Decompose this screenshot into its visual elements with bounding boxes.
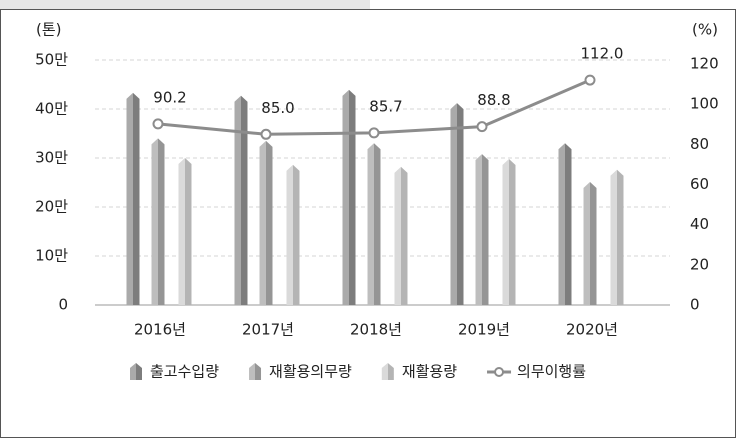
y2-tick-label: 120	[690, 55, 719, 73]
legend-label: 의무이행률	[517, 363, 586, 381]
legend-swatch-shade	[249, 363, 262, 380]
data-label: 88.8	[477, 91, 510, 109]
y2-axis-label: (%)	[692, 21, 718, 39]
bar-shade	[610, 169, 624, 305]
y-axis-label: (톤)	[36, 21, 62, 39]
legend-label: 재활용의무량	[269, 363, 352, 381]
line-marker	[368, 127, 380, 139]
x-tick-label: 2018년	[350, 321, 402, 339]
y-tick-label: 30만	[35, 149, 68, 167]
bar-shade	[178, 158, 192, 305]
y-tick-label: 50만	[35, 51, 68, 69]
data-label: 85.0	[261, 99, 294, 117]
line-marker	[152, 118, 164, 130]
y-tick-label: 20만	[35, 198, 68, 216]
x-tick-label: 2020년	[566, 321, 618, 339]
bar-shade	[394, 166, 408, 305]
data-label: 112.0	[581, 45, 624, 63]
legend-label: 출고수입량	[150, 363, 219, 381]
legend-swatch-shade	[130, 363, 142, 380]
bar-shade	[342, 89, 356, 305]
bar-shade	[126, 92, 140, 305]
bar-shade	[450, 103, 464, 306]
y-tick-label: 40만	[35, 100, 68, 118]
y2-tick-label: 100	[690, 95, 719, 113]
legend-swatch-shade	[381, 363, 394, 380]
bar-shade	[367, 143, 381, 305]
y2-tick-label: 80	[690, 135, 709, 153]
bar-shade	[234, 95, 248, 306]
header-strip	[0, 0, 370, 9]
bar-shade	[583, 182, 597, 305]
line-marker	[476, 121, 488, 133]
bar-shade	[286, 164, 300, 305]
x-tick-label: 2017년	[242, 321, 294, 339]
legend: 출고수입량 재활용의무량 재활용량 의무이행률	[130, 363, 586, 381]
y-tick-label: 10만	[35, 247, 68, 265]
bar-shade	[558, 143, 572, 305]
data-label: 90.2	[153, 88, 186, 106]
y2-tick-label: 60	[690, 175, 709, 193]
y2-tick-label: 40	[690, 215, 709, 233]
bar-shade	[151, 138, 165, 305]
x-tick-label: 2019년	[458, 321, 510, 339]
bar-shade	[475, 154, 489, 305]
line-marker	[584, 74, 596, 86]
y2-tick-label: 20	[690, 255, 709, 273]
legend-label: 재활용량	[402, 363, 457, 381]
y-tick-label: 0	[58, 296, 68, 314]
line-marker	[260, 128, 272, 140]
y2-tick-label: 0	[690, 296, 700, 314]
x-tick-label: 2016년	[134, 321, 186, 339]
legend-marker	[494, 367, 505, 377]
data-label: 85.7	[369, 97, 402, 115]
bar-shade	[502, 158, 516, 305]
bar-shade	[259, 140, 273, 305]
